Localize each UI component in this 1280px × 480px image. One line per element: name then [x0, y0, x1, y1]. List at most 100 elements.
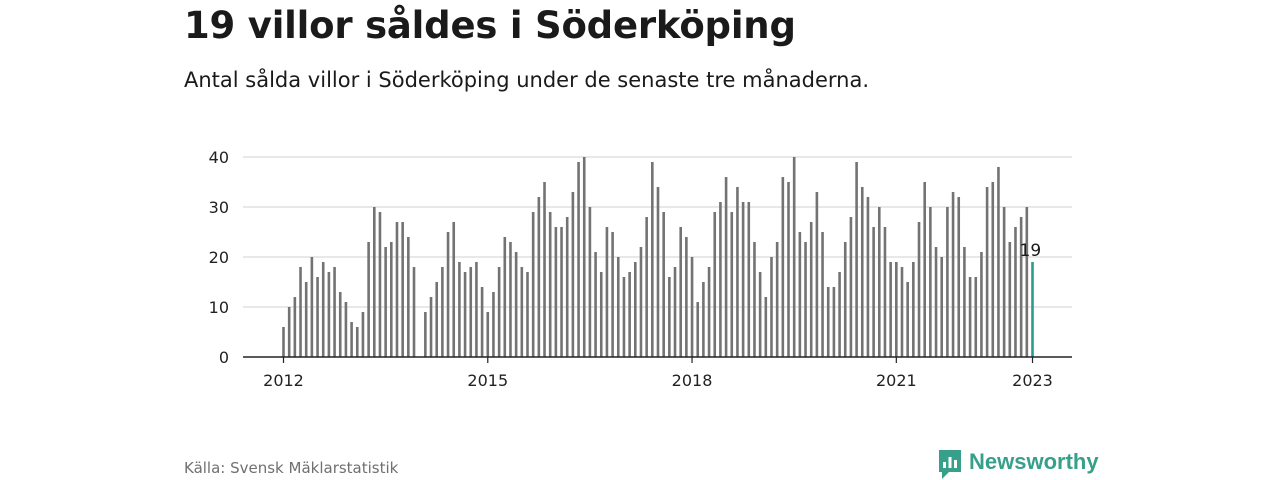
bar	[514, 252, 518, 357]
bar	[605, 227, 609, 357]
x-tick-label: 2023	[1012, 371, 1053, 390]
bar	[815, 192, 819, 357]
bar	[872, 227, 875, 357]
bar	[838, 272, 841, 357]
bar	[946, 207, 949, 357]
bar	[957, 197, 961, 357]
bar	[401, 222, 404, 357]
bar	[849, 217, 853, 357]
x-tick-label: 2012	[263, 371, 304, 390]
bar	[628, 272, 631, 357]
bar	[463, 272, 467, 357]
bar	[1002, 207, 1006, 357]
bar	[724, 177, 728, 357]
bar	[764, 297, 768, 357]
bar	[435, 282, 439, 357]
bar	[906, 282, 909, 357]
newsworthy-logo-icon	[939, 450, 961, 479]
bar	[702, 282, 705, 357]
bar	[390, 242, 393, 357]
bar	[736, 187, 739, 357]
bar	[350, 322, 353, 357]
bar	[520, 267, 524, 357]
bar	[293, 297, 297, 357]
bar	[713, 212, 717, 357]
bar	[441, 267, 444, 357]
chart-subtitle: Antal sålda villor i Söderköping under d…	[184, 68, 869, 92]
bar	[900, 267, 904, 357]
bar	[554, 227, 558, 357]
bar	[1019, 217, 1023, 357]
bar	[1025, 207, 1029, 357]
bar	[895, 262, 898, 357]
bar	[821, 232, 824, 357]
bar	[395, 222, 399, 357]
bar	[503, 237, 507, 357]
bar	[668, 277, 671, 357]
bar	[299, 267, 302, 357]
bar	[287, 307, 291, 357]
bar	[565, 217, 569, 357]
bar	[634, 262, 637, 357]
bar	[877, 207, 881, 357]
bar	[860, 187, 864, 357]
bar	[599, 272, 603, 357]
bar	[798, 232, 802, 357]
bar	[282, 327, 285, 357]
bar	[707, 267, 711, 357]
bar	[679, 227, 682, 357]
bar	[327, 272, 331, 357]
bar	[719, 202, 722, 357]
bar	[526, 272, 529, 357]
bar	[866, 197, 870, 357]
bar	[577, 162, 580, 357]
bar	[651, 162, 654, 357]
y-axis: 0 10 20 30 40	[209, 148, 229, 367]
bars	[282, 157, 1034, 357]
bar	[372, 207, 376, 357]
bar	[355, 327, 359, 357]
y-tick-label: 40	[209, 148, 229, 167]
bar	[344, 302, 348, 357]
bar	[548, 212, 552, 357]
y-tick-label: 20	[209, 248, 229, 267]
bar	[832, 287, 836, 357]
bar	[656, 187, 660, 357]
bar	[384, 247, 387, 357]
bar	[696, 302, 700, 357]
bar	[923, 182, 926, 357]
bar	[770, 257, 773, 357]
x-axis: 2012 2015 2018 2021 2023	[243, 356, 1072, 390]
bar	[940, 257, 944, 357]
bar	[611, 232, 614, 357]
brand-logo: Newsworthy	[937, 448, 1099, 480]
bar	[980, 252, 983, 357]
bar	[458, 262, 461, 357]
bar	[480, 287, 484, 357]
source-note: Källa: Svensk Mäklarstatistik	[184, 459, 399, 477]
bar	[804, 242, 807, 357]
bar	[361, 312, 365, 357]
bar	[889, 262, 892, 357]
y-tick-label: 10	[209, 298, 229, 317]
bar	[582, 157, 586, 357]
bar	[429, 297, 433, 357]
annotations: 19	[1020, 241, 1042, 261]
y-tick-label: 0	[219, 348, 229, 367]
bar	[883, 227, 887, 357]
bar	[497, 267, 501, 357]
chart-title: 19 villor såldes i Söderköping	[184, 4, 796, 47]
bar	[486, 312, 490, 357]
bar	[531, 212, 535, 357]
bar-chart: 0 10 20 30 40 2012 2015 2018 2021 2023 19	[209, 148, 1072, 390]
bar	[843, 242, 847, 357]
bar	[963, 247, 966, 357]
x-tick-label: 2015	[467, 371, 508, 390]
bar	[685, 237, 688, 357]
bar	[412, 267, 416, 357]
x-tick-label: 2021	[876, 371, 917, 390]
bar	[747, 202, 751, 357]
bar	[537, 197, 541, 357]
bar	[560, 227, 563, 357]
bar	[1014, 227, 1017, 357]
